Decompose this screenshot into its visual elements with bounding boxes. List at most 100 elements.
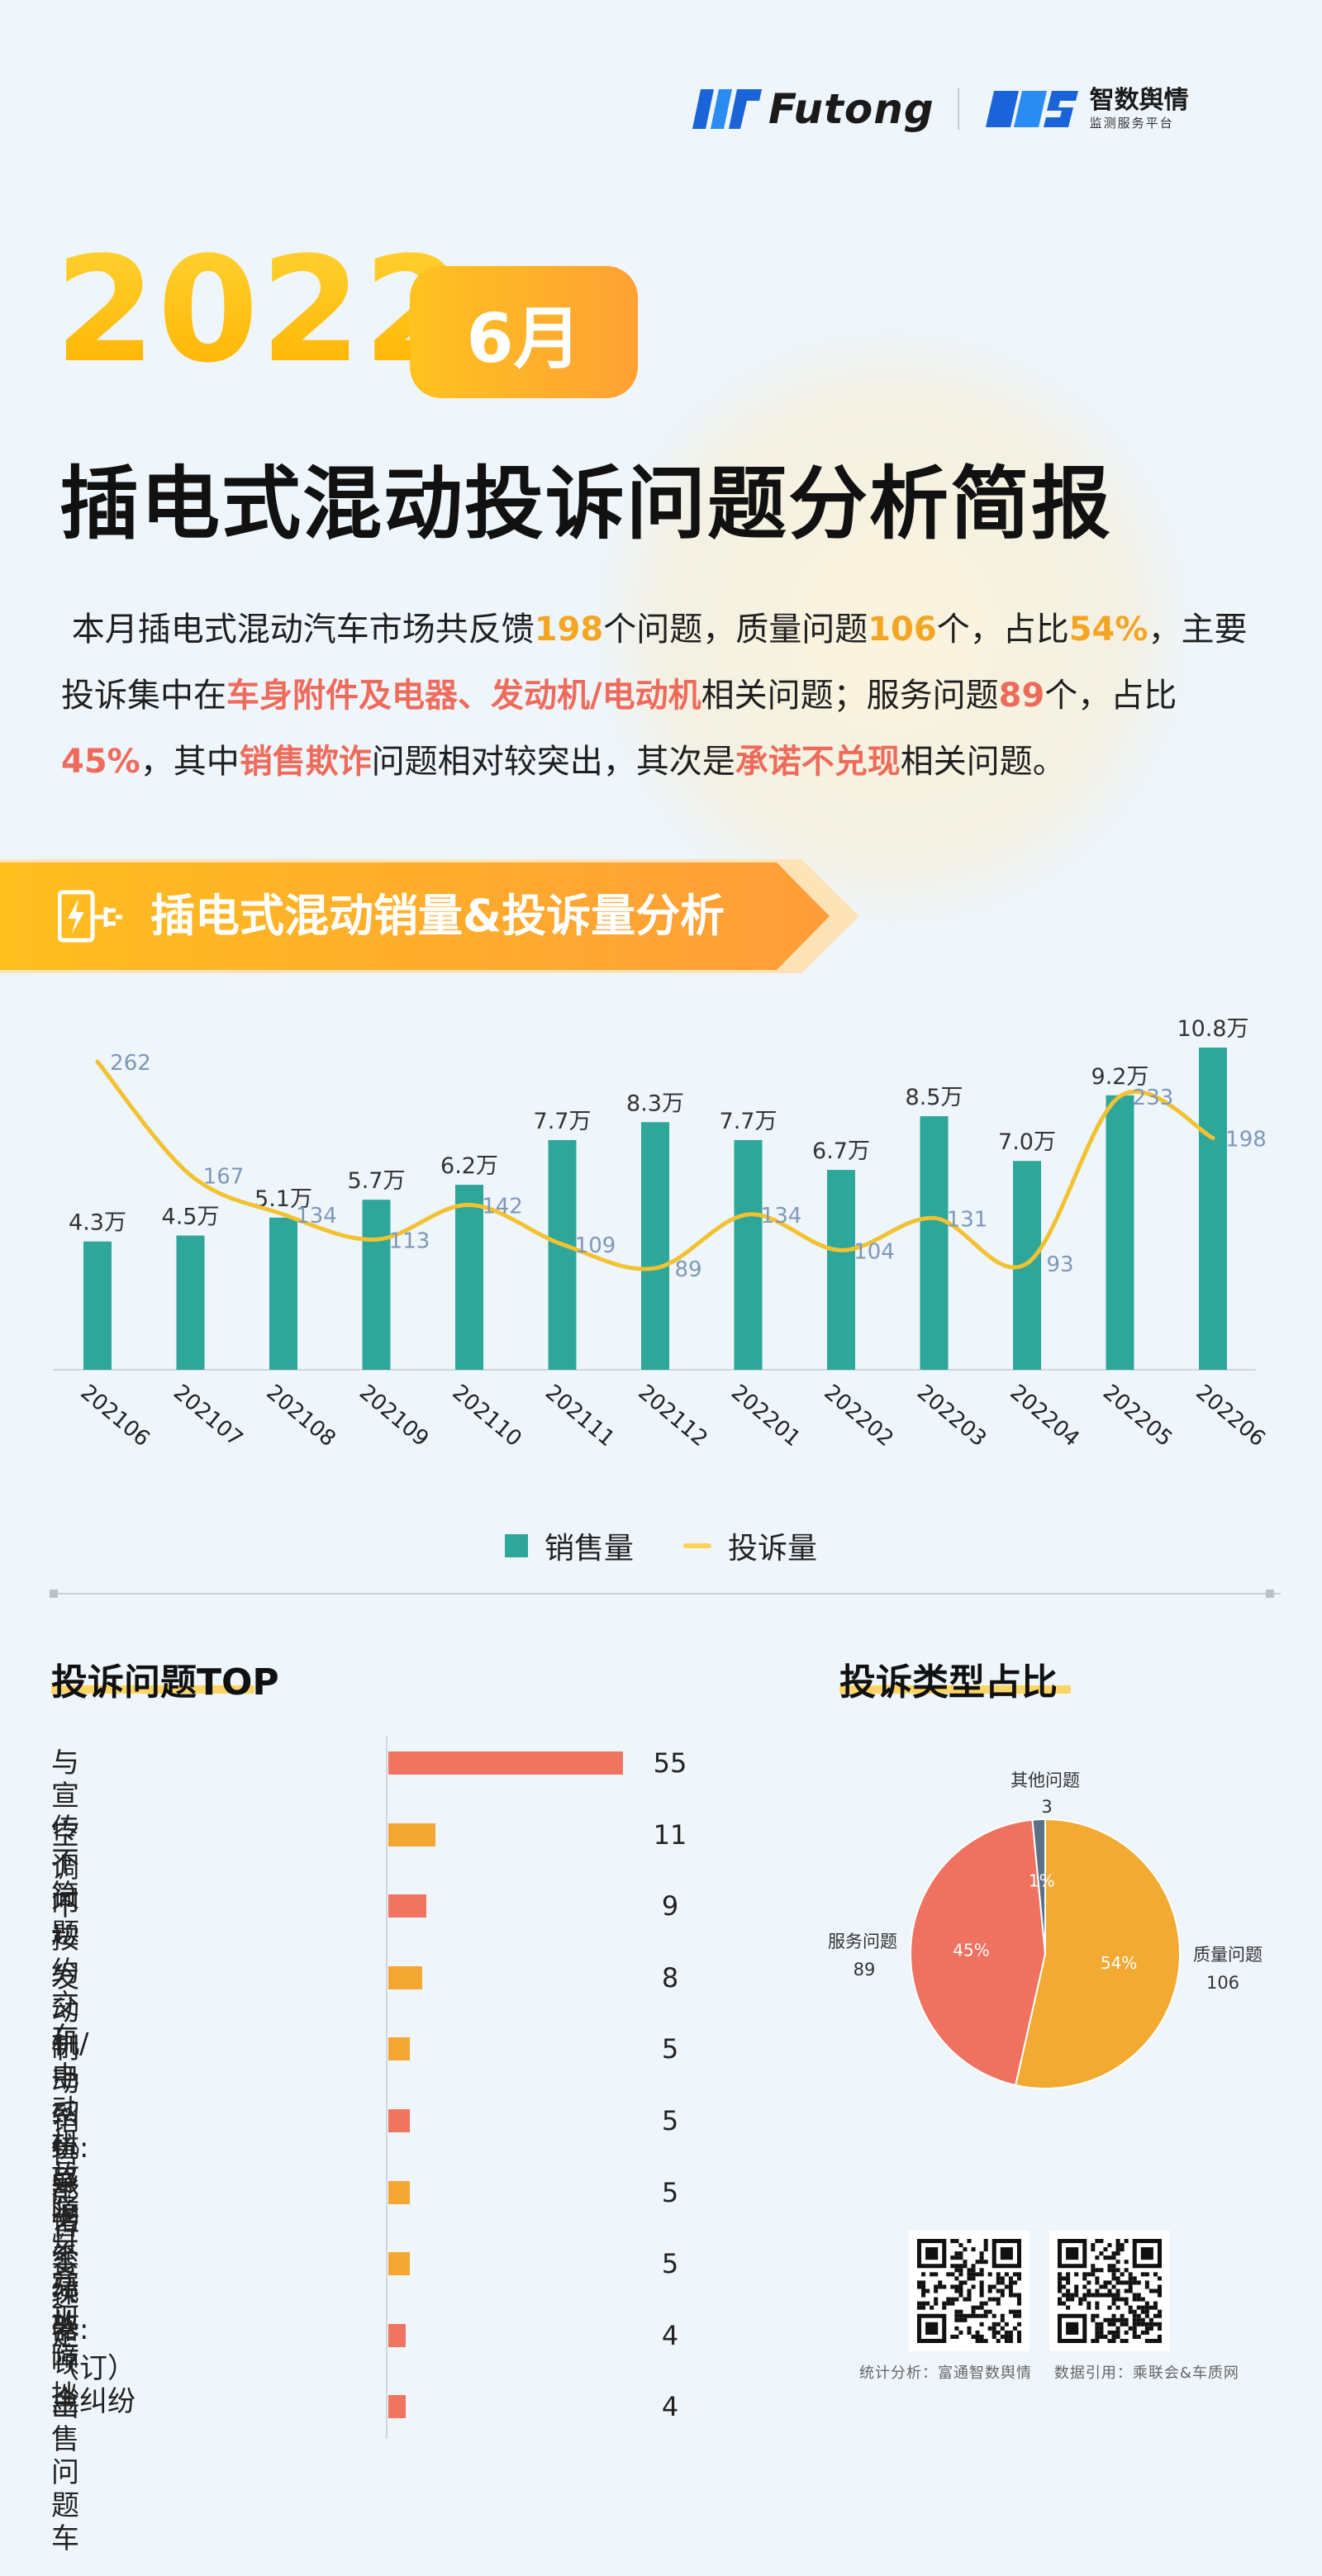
pie-slice: [910, 1818, 1047, 2087]
intro-text: 相关问题；服务问题: [701, 677, 999, 715]
sales-bar: [455, 1185, 483, 1370]
top-issue-bar: [388, 2037, 410, 2061]
zhishu-logo-icon: [985, 91, 1078, 127]
qr-code-zhishu[interactable]: [1049, 2231, 1170, 2351]
x-tick-label: 202107: [169, 1380, 247, 1452]
top-issues-axis: [386, 1737, 388, 2439]
complaint-point-label: 134: [296, 1204, 337, 1229]
complaint-point-label: 198: [1225, 1127, 1267, 1152]
top-issue-label: 影音系统故障: [51, 2175, 79, 2374]
x-tick-label: 202201: [726, 1380, 805, 1452]
sales-bar: [362, 1200, 391, 1370]
top-issue-value: 9: [661, 1890, 679, 1922]
service-count: 89: [998, 677, 1045, 715]
pie-label-value: 89: [854, 1960, 876, 1980]
pie-title-underline: [839, 1685, 1071, 1694]
complaint-point-label: 233: [1133, 1086, 1174, 1110]
sales-bar: [176, 1235, 205, 1370]
top-issue-label: 不按约交车: [51, 1889, 79, 2056]
report-month-badge: 6月: [410, 266, 638, 398]
top-issue-bar: [388, 1894, 427, 1918]
top-issue-bar: [388, 1751, 623, 1775]
sales-bar-label: 7.7万: [534, 1109, 592, 1134]
sales-bar-label: 4.5万: [162, 1205, 220, 1230]
sales-bar-label: 10.8万: [1177, 1016, 1248, 1042]
report-year: 2022: [55, 226, 466, 395]
top-issue-value: 5: [661, 2176, 679, 2208]
top-issue-label: 发动机/电动机故障灯亮: [51, 1961, 89, 2292]
complaint-point-label: 134: [761, 1204, 802, 1229]
top-issue-bar: [388, 2323, 406, 2347]
intro-text: 本月插电式混动汽车市场共反馈: [71, 611, 535, 649]
intro-text: ，主要投诉集中在: [61, 611, 1248, 715]
footer-source: 数据引用：乘联会&车质网: [1053, 2365, 1239, 2382]
sales-bar-label: 9.2万: [1091, 1064, 1149, 1090]
top-issue-label: 制动系统:异响: [51, 2032, 89, 2231]
x-tick-label: 202202: [820, 1380, 898, 1452]
pie-percent-label: 1%: [1029, 1870, 1055, 1890]
x-tick-label: 202111: [540, 1380, 619, 1452]
top-issue-value: 11: [653, 1818, 687, 1851]
sales-bar-label: 6.7万: [812, 1138, 870, 1164]
footer-stat: 统计分析：富通智数舆情: [859, 2365, 1032, 2382]
top-issue-label: 空调问题: [51, 1818, 79, 1951]
sales-bar-label: 7.0万: [998, 1129, 1056, 1155]
legend-item-sales: 销售量: [504, 1524, 634, 1567]
quality-count: 106: [868, 611, 937, 649]
sales-bar: [1106, 1095, 1134, 1370]
sales-bar: [269, 1217, 297, 1370]
legend-label-sales: 销售量: [544, 1532, 634, 1566]
top-issue-value: 4: [661, 2391, 679, 2423]
sales-bar: [1199, 1048, 1227, 1370]
x-tick-label: 202108: [262, 1380, 340, 1452]
sales-bar: [548, 1139, 577, 1370]
pie-label-value: 106: [1206, 1973, 1239, 1993]
header-logos: Futong 智数舆情 监测服务平台: [692, 83, 1189, 135]
qr-code-futong[interactable]: [909, 2231, 1030, 2351]
footer-credits: 统计分析：富通智数舆情 数据引用：乘联会&车质网: [859, 2361, 1239, 2383]
sales-bar-label: 4.3万: [69, 1210, 126, 1236]
sales-bar: [641, 1122, 669, 1370]
divider-dot-right: [1266, 1590, 1274, 1598]
combo-chart-legend: 销售量 投诉量: [0, 1524, 1322, 1567]
complaint-point-label: 142: [482, 1194, 523, 1219]
pie-label-value: 3: [1041, 1797, 1052, 1817]
pie-title: 投诉类型占比: [839, 1661, 1058, 1704]
service-percent: 45%: [61, 743, 140, 781]
quality-percent: 54%: [1068, 611, 1148, 649]
complaint-point-label: 109: [575, 1233, 616, 1258]
intro-text: 问题相对较突出，其次是: [371, 743, 735, 781]
sales-bar: [734, 1139, 763, 1370]
zhishu-name: 智数舆情: [1089, 86, 1189, 115]
x-tick-label: 202109: [354, 1380, 433, 1452]
x-tick-label: 202204: [1006, 1380, 1084, 1452]
intro-text: 个问题，质量问题: [603, 611, 868, 649]
legend-label-complaints: 投诉量: [728, 1532, 818, 1566]
intro-text: 个，占比: [1044, 677, 1177, 715]
top-issue-label: 与宣传不符: [51, 1747, 79, 1912]
top-issue-bar: [388, 1823, 435, 1846]
legend-swatch-bar: [504, 1534, 528, 1557]
x-tick-label: 202112: [634, 1380, 712, 1452]
futong-brand: Futong: [768, 85, 934, 133]
top-issue-value: 5: [661, 2033, 679, 2065]
complaint-type-pie-chart: 54% 45% 1% 质量问题 106 服务问题 89 其他问题 3: [828, 1770, 1263, 2089]
futong-logo-icon: [692, 89, 762, 129]
top-issue-value: 5: [661, 2248, 679, 2280]
sales-bar-label: 8.5万: [906, 1085, 963, 1110]
total-count: 198: [534, 611, 604, 649]
top-issue-bar: [388, 2395, 406, 2419]
complaint-point-label: 131: [947, 1207, 988, 1232]
sales-fraud-highlight: 销售欺诈: [239, 743, 372, 781]
sales-bar: [83, 1241, 112, 1370]
complaint-point-label: 262: [110, 1051, 151, 1076]
logo-separator: [957, 88, 959, 130]
divider-dot-left: [50, 1590, 58, 1598]
sales-complaint-combo-chart: 4.3万2021064.5万2021075.1万2021085.7万202109…: [53, 1016, 1270, 1452]
x-tick-label: 202205: [1098, 1380, 1177, 1452]
sales-bar: [827, 1170, 855, 1370]
section-divider: [50, 1593, 1281, 1595]
complaint-point-label: 89: [674, 1257, 701, 1282]
top-issue-bar: [388, 2180, 410, 2204]
top-issue-value: 5: [661, 2105, 679, 2136]
